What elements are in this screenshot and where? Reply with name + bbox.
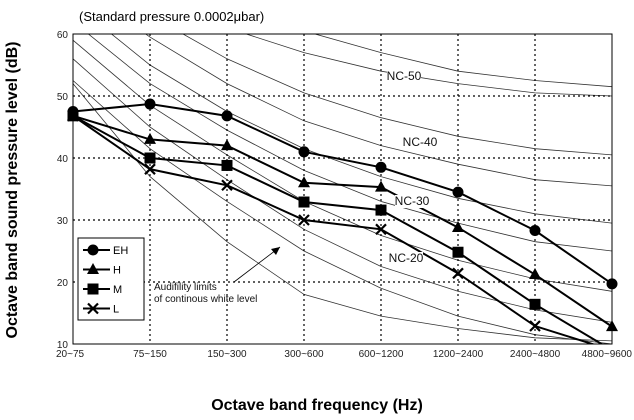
series-h-line [73,114,612,328]
point-l-4-b [375,223,387,236]
point-eh-7 [606,278,618,290]
threshold-label-1: Audifility limits [154,282,217,293]
y-tick-40: 40 [57,154,69,165]
x-tick-0: 20~75 [56,349,85,360]
point-l-3 [298,214,310,226]
point-h-3 [298,176,310,188]
threshold-curve [73,83,612,342]
nc-label-bg-1 [403,136,437,149]
point-eh-4 [375,161,387,173]
x-tick-3: 300~600 [284,349,324,360]
legend-marker-l [87,302,99,315]
series-l-line-group [73,115,596,344]
point-l-5 [452,267,464,280]
nc-curve-2 [110,34,612,224]
legend-label-h: H [113,265,121,277]
point-m-6 [529,298,541,310]
point-l-0 [67,110,79,122]
nc-label-nc-20: NC-20 [389,251,424,265]
threshold-arrow-line [233,246,281,283]
threshold-label-2: of continous white level [154,294,257,305]
nc-label-bg-2 [395,195,429,208]
point-l-3-b [298,214,310,226]
y-tick-50: 50 [57,92,69,103]
point-eh-1 [144,98,156,110]
series-eh-line [73,103,612,285]
point-h-2 [221,139,233,151]
grid [72,33,613,345]
point-m-3 [298,196,310,208]
point-h-5 [452,220,464,232]
x-tick-7: 4800~9600 [582,349,633,360]
point-eh-5 [452,186,464,198]
nc-curve-0 [313,34,612,88]
point-eh-2 [221,110,233,122]
legend-label-eh: EH [113,245,128,257]
y-axis-label: Octave band sound pressure level (dB) [4,42,21,339]
x-tick-1: 75~150 [133,349,167,360]
point-h-7 [606,320,618,332]
y-tick-60: 60 [57,30,69,41]
point-m-2 [221,159,233,171]
nc-curve-3 [73,39,612,292]
x-axis-label: Octave band frequency (Hz) [211,397,423,414]
nc-label-nc-40: NC-40 [403,135,438,149]
series-eh-line-group [73,103,612,285]
legend: EH HML [77,237,145,321]
legend-label-m: M [113,284,122,296]
nc-curve-1 [182,34,612,156]
series-m-line [73,114,604,344]
legend-label-l: L [113,304,119,316]
point-l-1-b [144,163,156,175]
point-eh-3 [298,146,310,158]
nc-curve-5 [145,34,612,187]
point-m-5 [452,246,464,258]
point-l-6 [529,320,541,332]
point-l-6-b [529,320,541,332]
x-tick-2: 150~300 [207,349,247,360]
series-l-line [73,115,596,344]
point-h-6 [529,268,541,280]
x-tick-5: 1200~2400 [433,349,484,360]
nc-label-bg-3 [389,252,423,265]
legend-marker-eh [87,244,99,256]
plot-frame [72,33,613,345]
nc-label-nc-30: NC-30 [395,194,430,208]
nc-curve-8 [73,80,612,344]
legend-marker-l-b [87,302,99,315]
point-l-5-b [452,267,464,280]
nc-curve-6 [87,34,612,252]
x-tick-4: 600~1200 [359,349,404,360]
point-l-1 [144,163,156,175]
point-l-4 [375,223,387,236]
threshold-arrow-head [271,247,280,255]
legend-marker-m [87,283,99,295]
nc-curve-7 [73,58,612,323]
y-tick-30: 30 [57,216,69,227]
point-h-4 [375,180,387,192]
nc-curve-4 [244,34,612,97]
series-l [67,110,596,344]
nc-label-bg-0 [387,70,421,83]
point-l-0-b [67,110,79,122]
y-tick-20: 20 [57,278,69,289]
point-eh-6 [529,225,541,237]
point-m-4 [375,204,387,216]
point-m-1 [144,152,156,164]
chart-annotation: (Standard pressure 0.0002μbar) [79,9,264,24]
point-l-2-b [221,179,233,192]
point-h-1 [144,132,156,144]
point-l-2 [221,179,233,192]
nc-label-nc-50: NC-50 [387,69,422,83]
x-tick-6: 2400~4800 [510,349,561,360]
legend-marker-h [87,263,99,274]
y-tick-10: 10 [57,340,69,351]
series-h-line-group [73,114,612,328]
data-series [67,98,618,344]
series-m-line-group [73,114,604,344]
